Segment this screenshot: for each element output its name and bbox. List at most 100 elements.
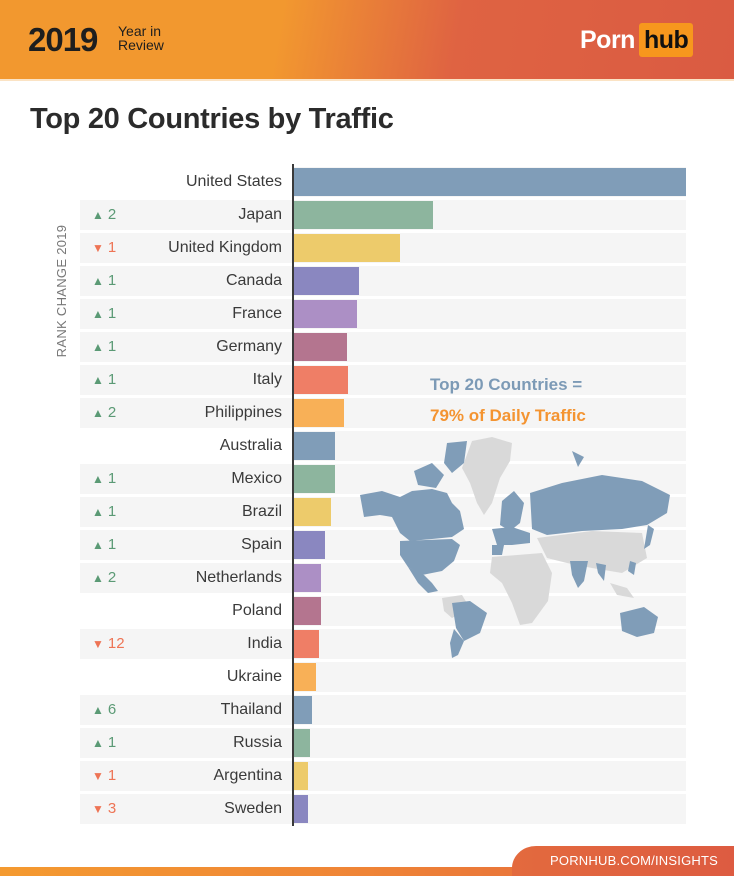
bar-track (294, 398, 686, 428)
chart-row: ▼ 1 United Kingdom (0, 233, 734, 263)
row-label-background (80, 629, 292, 659)
arrow-down-icon: ▼ (92, 241, 104, 255)
rank-change-value: 2 (107, 206, 117, 223)
rank-change-value: 1 (107, 305, 117, 322)
year-in-review-line2: Review (118, 37, 164, 53)
chart-row: ▼ 1 Argentina (0, 761, 734, 791)
insights-link[interactable]: PORNHUB.COM/INSIGHTS (550, 853, 718, 868)
country-label: Germany (216, 338, 282, 355)
logo-text-part1: Porn (580, 25, 635, 54)
header-banner: 2019 Year in Review Porn hub (0, 0, 734, 79)
chart-row: ▲ 6 Thailand (0, 695, 734, 725)
row-label-background (80, 794, 292, 824)
page-title: Top 20 Countries by Traffic (30, 103, 394, 135)
traffic-bar (294, 168, 686, 196)
rank-change-value: 1 (107, 470, 117, 487)
chart-row: ▲ 1 Canada (0, 266, 734, 296)
bar-track (294, 695, 686, 725)
country-label: India (247, 635, 282, 652)
rank-change: ▲ 2 (92, 200, 116, 230)
chart-row: ▼ 12 India (0, 629, 734, 659)
country-label: Mexico (231, 470, 282, 487)
country-label: Argentina (213, 767, 283, 784)
arrow-up-icon: ▲ (92, 571, 104, 585)
traffic-bar (294, 729, 310, 757)
bar-track (294, 761, 686, 791)
rank-change: ▲ 1 (92, 266, 116, 296)
bar-track (294, 662, 686, 692)
rank-change: ▲ 1 (92, 464, 116, 494)
arrow-down-icon: ▼ (92, 769, 104, 783)
country-label: United Kingdom (168, 239, 282, 256)
row-label-background (80, 332, 292, 362)
country-label: Ukraine (226, 668, 282, 685)
country-label: United States (185, 173, 282, 190)
rank-change-value: 12 (107, 635, 125, 652)
logo-text-part2: hub (638, 23, 694, 57)
bar-track (294, 794, 686, 824)
traffic-bar (294, 795, 308, 823)
chart-row: Ukraine (0, 662, 734, 692)
year-in-review-label: Year in Review (118, 24, 164, 52)
rank-change: ▲ 1 (92, 497, 116, 527)
rank-change-value: 1 (107, 371, 117, 388)
traffic-bar (294, 663, 316, 691)
country-label: Canada (225, 272, 282, 289)
traffic-bar (294, 267, 359, 295)
arrow-up-icon: ▲ (92, 703, 104, 717)
rank-change-value: 2 (107, 404, 117, 421)
chart-row: ▲ 1 Italy (0, 365, 734, 395)
rank-change: ▼ 12 (92, 629, 125, 659)
country-label: Brazil (241, 503, 282, 520)
traffic-bar (294, 696, 312, 724)
rank-change: ▲ 2 (92, 398, 116, 428)
arrow-up-icon: ▲ (92, 538, 104, 552)
bar-track (294, 728, 686, 758)
row-label-background (80, 299, 292, 329)
row-label-background (80, 365, 292, 395)
rank-change: ▲ 1 (92, 299, 116, 329)
rank-change-value: 1 (107, 503, 117, 520)
rank-change: ▲ 1 (92, 530, 116, 560)
row-label-background (80, 728, 292, 758)
traffic-bar (294, 498, 331, 526)
row-label-background (80, 398, 292, 428)
traffic-bar (294, 597, 321, 625)
arrow-down-icon: ▼ (92, 637, 104, 651)
rank-change: ▲ 2 (92, 563, 116, 593)
traffic-bar (294, 531, 325, 559)
rank-change-value: 2 (107, 569, 117, 586)
rank-change-value: 1 (107, 767, 117, 784)
arrow-up-icon: ▲ (92, 406, 104, 420)
arrow-up-icon: ▲ (92, 274, 104, 288)
year-in-review-line1: Year in (118, 23, 162, 39)
row-label-background (80, 266, 292, 296)
bar-track (294, 332, 686, 362)
bar-track (294, 299, 686, 329)
traffic-bar (294, 564, 321, 592)
header-divider (0, 79, 734, 81)
rank-change: ▲ 6 (92, 695, 116, 725)
rank-change: ▲ 1 (92, 332, 116, 362)
arrow-up-icon: ▲ (92, 472, 104, 486)
world-map-icon (360, 437, 670, 658)
country-label: Spain (241, 536, 282, 553)
chart-row: Poland (0, 596, 734, 626)
brand-logo: Porn hub (580, 22, 694, 58)
row-label-background (80, 464, 292, 494)
traffic-bar (294, 201, 433, 229)
country-label: Netherlands (195, 569, 282, 586)
arrow-up-icon: ▲ (92, 505, 104, 519)
arrow-up-icon: ▲ (92, 736, 104, 750)
rank-change-value: 1 (107, 536, 117, 553)
country-label: Philippines (204, 404, 282, 421)
row-label-background (80, 761, 292, 791)
rank-change: ▼ 1 (92, 233, 116, 263)
country-label: Australia (219, 437, 282, 454)
arrow-up-icon: ▲ (92, 340, 104, 354)
bar-track (294, 596, 686, 626)
bar-track (294, 629, 686, 659)
traffic-share-callout: Top 20 Countries = 79% of Daily Traffic (430, 369, 586, 431)
country-label: Japan (238, 206, 282, 223)
row-label-background (80, 563, 292, 593)
